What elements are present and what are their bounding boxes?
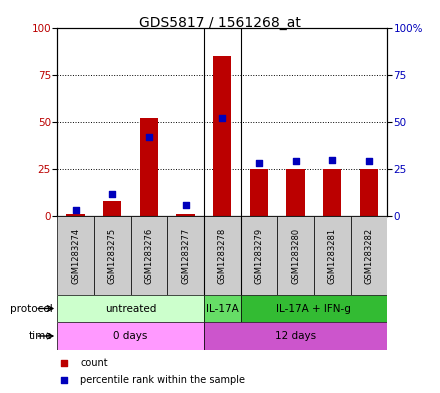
Bar bbox=[57, 322, 204, 350]
Text: IL-17A: IL-17A bbox=[206, 303, 238, 314]
Bar bbox=[204, 322, 387, 350]
Text: IL-17A + IFN-g: IL-17A + IFN-g bbox=[276, 303, 351, 314]
Point bbox=[60, 359, 67, 365]
Bar bbox=[167, 216, 204, 295]
Text: GSM1283275: GSM1283275 bbox=[108, 228, 117, 283]
Point bbox=[219, 115, 226, 121]
Text: GSM1283274: GSM1283274 bbox=[71, 228, 80, 283]
Bar bbox=[131, 216, 167, 295]
Point bbox=[109, 190, 116, 196]
Bar bbox=[314, 216, 351, 295]
Text: GSM1283277: GSM1283277 bbox=[181, 227, 190, 284]
Point bbox=[60, 377, 67, 384]
Bar bbox=[66, 214, 85, 216]
Text: 0 days: 0 days bbox=[114, 331, 148, 341]
Text: time: time bbox=[29, 331, 53, 341]
Text: GSM1283278: GSM1283278 bbox=[218, 227, 227, 284]
Point bbox=[329, 156, 336, 163]
Point bbox=[365, 158, 372, 165]
Bar bbox=[140, 118, 158, 216]
Bar bbox=[213, 56, 231, 216]
Bar bbox=[103, 201, 121, 216]
Text: untreated: untreated bbox=[105, 303, 156, 314]
Bar bbox=[241, 295, 387, 322]
Bar bbox=[204, 295, 241, 322]
Bar bbox=[323, 169, 341, 216]
Bar bbox=[360, 169, 378, 216]
Text: percentile rank within the sample: percentile rank within the sample bbox=[81, 375, 246, 385]
Point bbox=[182, 202, 189, 208]
Bar bbox=[277, 216, 314, 295]
Text: GSM1283280: GSM1283280 bbox=[291, 228, 300, 283]
Text: GSM1283279: GSM1283279 bbox=[254, 228, 264, 283]
Text: protocol: protocol bbox=[10, 303, 53, 314]
Text: GDS5817 / 1561268_at: GDS5817 / 1561268_at bbox=[139, 16, 301, 30]
Point bbox=[255, 160, 262, 167]
Text: GSM1283276: GSM1283276 bbox=[144, 227, 154, 284]
Text: 12 days: 12 days bbox=[275, 331, 316, 341]
Bar bbox=[57, 216, 94, 295]
Bar bbox=[286, 169, 305, 216]
Bar bbox=[176, 214, 195, 216]
Text: GSM1283282: GSM1283282 bbox=[364, 228, 374, 283]
Bar bbox=[351, 216, 387, 295]
Point bbox=[292, 158, 299, 165]
Point bbox=[145, 134, 152, 140]
Bar bbox=[204, 216, 241, 295]
Bar bbox=[250, 169, 268, 216]
Text: GSM1283281: GSM1283281 bbox=[328, 228, 337, 283]
Bar bbox=[241, 216, 277, 295]
Bar bbox=[94, 216, 131, 295]
Text: count: count bbox=[81, 358, 108, 367]
Bar bbox=[57, 295, 204, 322]
Point bbox=[72, 208, 79, 214]
